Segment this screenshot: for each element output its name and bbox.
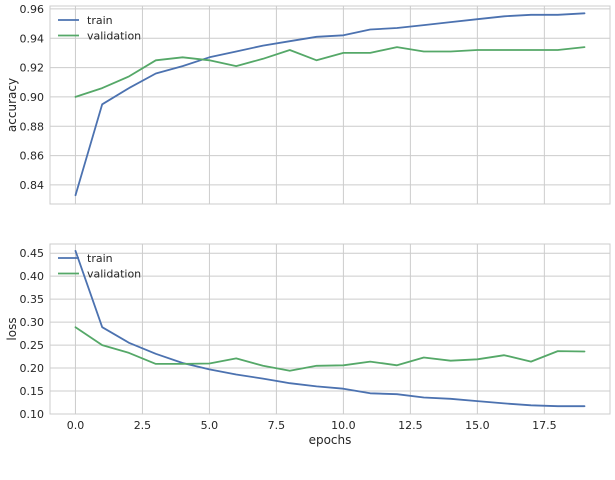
accuracy-legend: train validation — [58, 14, 141, 43]
loss-legend-label-validation: validation — [87, 268, 141, 281]
loss-plot-area — [50, 244, 610, 414]
loss-x-tick-label: 17.5 — [532, 419, 557, 432]
loss-y-tick-label: 0.35 — [20, 293, 45, 306]
accuracy-y-axis-label: accuracy — [5, 78, 19, 132]
accuracy-axes-frame — [49, 5, 611, 205]
accuracy-y-tick-label: 0.88 — [20, 120, 45, 133]
loss-legend: train validation — [58, 252, 141, 281]
accuracy-series-train — [74, 12, 586, 197]
loss-legend-label-train: train — [87, 252, 113, 265]
accuracy-panel: 0.84 0.86 0.88 0.90 0.92 0.94 0.96 accuracy trai… — [5, 3, 611, 205]
accuracy-y-tick-label: 0.86 — [20, 150, 45, 163]
loss-x-tick-label: 10.0 — [331, 419, 356, 432]
accuracy-y-tick-label: 0.94 — [20, 32, 45, 45]
loss-x-tick-label: 12.5 — [398, 419, 423, 432]
loss-y-tick-label: 0.40 — [20, 270, 45, 283]
accuracy-y-tick-label: 0.92 — [20, 62, 45, 75]
loss-y-tick-label: 0.25 — [20, 339, 45, 352]
loss-y-axis-label: loss — [5, 317, 19, 340]
accuracy-legend-label-validation: validation — [87, 30, 141, 43]
loss-x-tick-label: 5.0 — [201, 419, 219, 432]
loss-x-axis-label: epochs — [309, 433, 352, 447]
accuracy-y-tick-label: 0.96 — [20, 3, 45, 16]
accuracy-legend-label-train: train — [87, 14, 113, 27]
accuracy-y-tick-label: 0.84 — [20, 179, 45, 192]
accuracy-series-validation — [74, 46, 586, 98]
loss-series-train — [74, 249, 586, 408]
loss-x-tick-label: 15.0 — [465, 419, 490, 432]
accuracy-y-tick-label: 0.90 — [20, 91, 45, 104]
loss-x-tick-label: 0.0 — [67, 419, 85, 432]
loss-y-tick-label: 0.15 — [20, 385, 45, 398]
loss-x-tick-label: 2.5 — [134, 419, 152, 432]
loss-panel: 0.0 2.5 5.0 7.5 10.0 12.5 15.0 17.5 0.10 0.15 0.20… — [5, 243, 611, 447]
loss-series-validation — [74, 326, 586, 372]
loss-y-tick-label: 0.30 — [20, 316, 45, 329]
accuracy-plot-area — [50, 6, 610, 204]
loss-y-tick-label: 0.20 — [20, 362, 45, 375]
loss-y-tick-label: 0.45 — [20, 247, 45, 260]
loss-axes-frame — [49, 243, 611, 415]
loss-y-tick-label: 0.10 — [20, 408, 45, 421]
loss-x-tick-label: 7.5 — [268, 419, 286, 432]
